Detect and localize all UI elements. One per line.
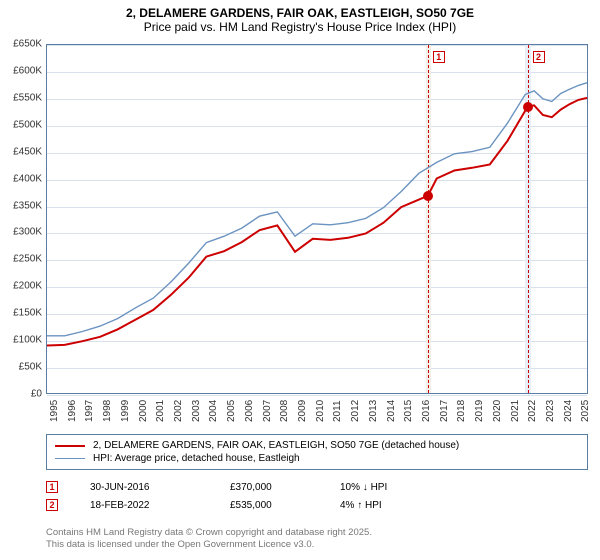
event-date: 18-FEB-2022: [90, 500, 230, 511]
y-tick-label: £500K: [13, 119, 42, 130]
x-tick-label: 2001: [155, 400, 166, 422]
y-tick-label: £600K: [13, 65, 42, 76]
x-tick-label: 2006: [244, 400, 255, 422]
x-tick-label: 1995: [49, 400, 60, 422]
x-tick-label: 2005: [226, 400, 237, 422]
sale-marker-label: 2: [533, 51, 545, 63]
series-price_paid: [47, 98, 587, 346]
event-change: 10% ↓ HPI: [340, 482, 387, 493]
legend-label: HPI: Average price, detached house, East…: [93, 453, 300, 464]
x-tick-label: 1999: [120, 400, 131, 422]
x-tick-label: 2013: [368, 400, 379, 422]
event-price: £535,000: [230, 500, 340, 511]
legend-box: 2, DELAMERE GARDENS, FAIR OAK, EASTLEIGH…: [46, 434, 588, 470]
title-line1: 2, DELAMERE GARDENS, FAIR OAK, EASTLEIGH…: [10, 6, 590, 20]
y-tick-label: £300K: [13, 227, 42, 238]
y-tick-label: £50K: [19, 362, 42, 373]
x-tick-label: 2010: [315, 400, 326, 422]
x-tick-label: 2009: [297, 400, 308, 422]
x-tick-label: 2025: [580, 400, 591, 422]
event-row: 2 18-FEB-2022 £535,000 4% ↑ HPI: [46, 496, 588, 514]
chart-container: 2, DELAMERE GARDENS, FAIR OAK, EASTLEIGH…: [0, 0, 600, 560]
chart-plot-area: 12: [46, 44, 588, 394]
x-tick-label: 2024: [563, 400, 574, 422]
x-tick-label: 2002: [173, 400, 184, 422]
footer-attribution: Contains HM Land Registry data © Crown c…: [46, 527, 372, 551]
event-change: 4% ↑ HPI: [340, 500, 382, 511]
legend-row: HPI: Average price, detached house, East…: [55, 452, 579, 465]
y-tick-label: £0: [31, 389, 42, 400]
x-tick-label: 2017: [439, 400, 450, 422]
sale-marker-dot: [523, 102, 533, 112]
chart-series-svg: [47, 45, 589, 395]
x-tick-label: 2020: [492, 400, 503, 422]
legend-label: 2, DELAMERE GARDENS, FAIR OAK, EASTLEIGH…: [93, 440, 459, 451]
y-tick-label: £100K: [13, 335, 42, 346]
x-tick-label: 2019: [474, 400, 485, 422]
y-tick-label: £150K: [13, 308, 42, 319]
title-block: 2, DELAMERE GARDENS, FAIR OAK, EASTLEIGH…: [0, 0, 600, 36]
y-tick-label: £200K: [13, 281, 42, 292]
title-line2: Price paid vs. HM Land Registry's House …: [10, 20, 590, 34]
x-tick-label: 1997: [84, 400, 95, 422]
x-tick-label: 2023: [545, 400, 556, 422]
legend-swatch: [55, 458, 85, 459]
x-tick-label: 2008: [279, 400, 290, 422]
footer-line: This data is licensed under the Open Gov…: [46, 539, 372, 551]
footer-line: Contains HM Land Registry data © Crown c…: [46, 527, 372, 539]
legend-row: 2, DELAMERE GARDENS, FAIR OAK, EASTLEIGH…: [55, 439, 579, 452]
event-price: £370,000: [230, 482, 340, 493]
x-tick-label: 2003: [191, 400, 202, 422]
event-badge: 1: [46, 481, 58, 493]
y-tick-label: £250K: [13, 254, 42, 265]
y-tick-label: £450K: [13, 146, 42, 157]
x-tick-label: 2021: [510, 400, 521, 422]
event-date: 30-JUN-2016: [90, 482, 230, 493]
x-tick-label: 1996: [67, 400, 78, 422]
x-tick-label: 2011: [332, 400, 343, 422]
x-tick-label: 2022: [527, 400, 538, 422]
x-tick-label: 2016: [421, 400, 432, 422]
events-table: 1 30-JUN-2016 £370,000 10% ↓ HPI 2 18-FE…: [46, 478, 588, 514]
y-tick-label: £350K: [13, 200, 42, 211]
x-tick-label: 1998: [102, 400, 113, 422]
event-badge: 2: [46, 499, 58, 511]
x-tick-label: 2018: [456, 400, 467, 422]
x-tick-label: 2000: [138, 400, 149, 422]
x-tick-label: 2004: [208, 400, 219, 422]
x-tick-label: 2015: [403, 400, 414, 422]
legend-swatch: [55, 445, 85, 447]
sale-marker-dot: [423, 191, 433, 201]
x-tick-label: 2007: [262, 400, 273, 422]
event-row: 1 30-JUN-2016 £370,000 10% ↓ HPI: [46, 478, 588, 496]
x-tick-label: 2012: [350, 400, 361, 422]
y-tick-label: £400K: [13, 173, 42, 184]
sale-marker-label: 1: [433, 51, 445, 63]
y-tick-label: £650K: [13, 39, 42, 50]
y-tick-label: £550K: [13, 92, 42, 103]
x-tick-label: 2014: [386, 400, 397, 422]
series-hpi: [47, 83, 587, 336]
